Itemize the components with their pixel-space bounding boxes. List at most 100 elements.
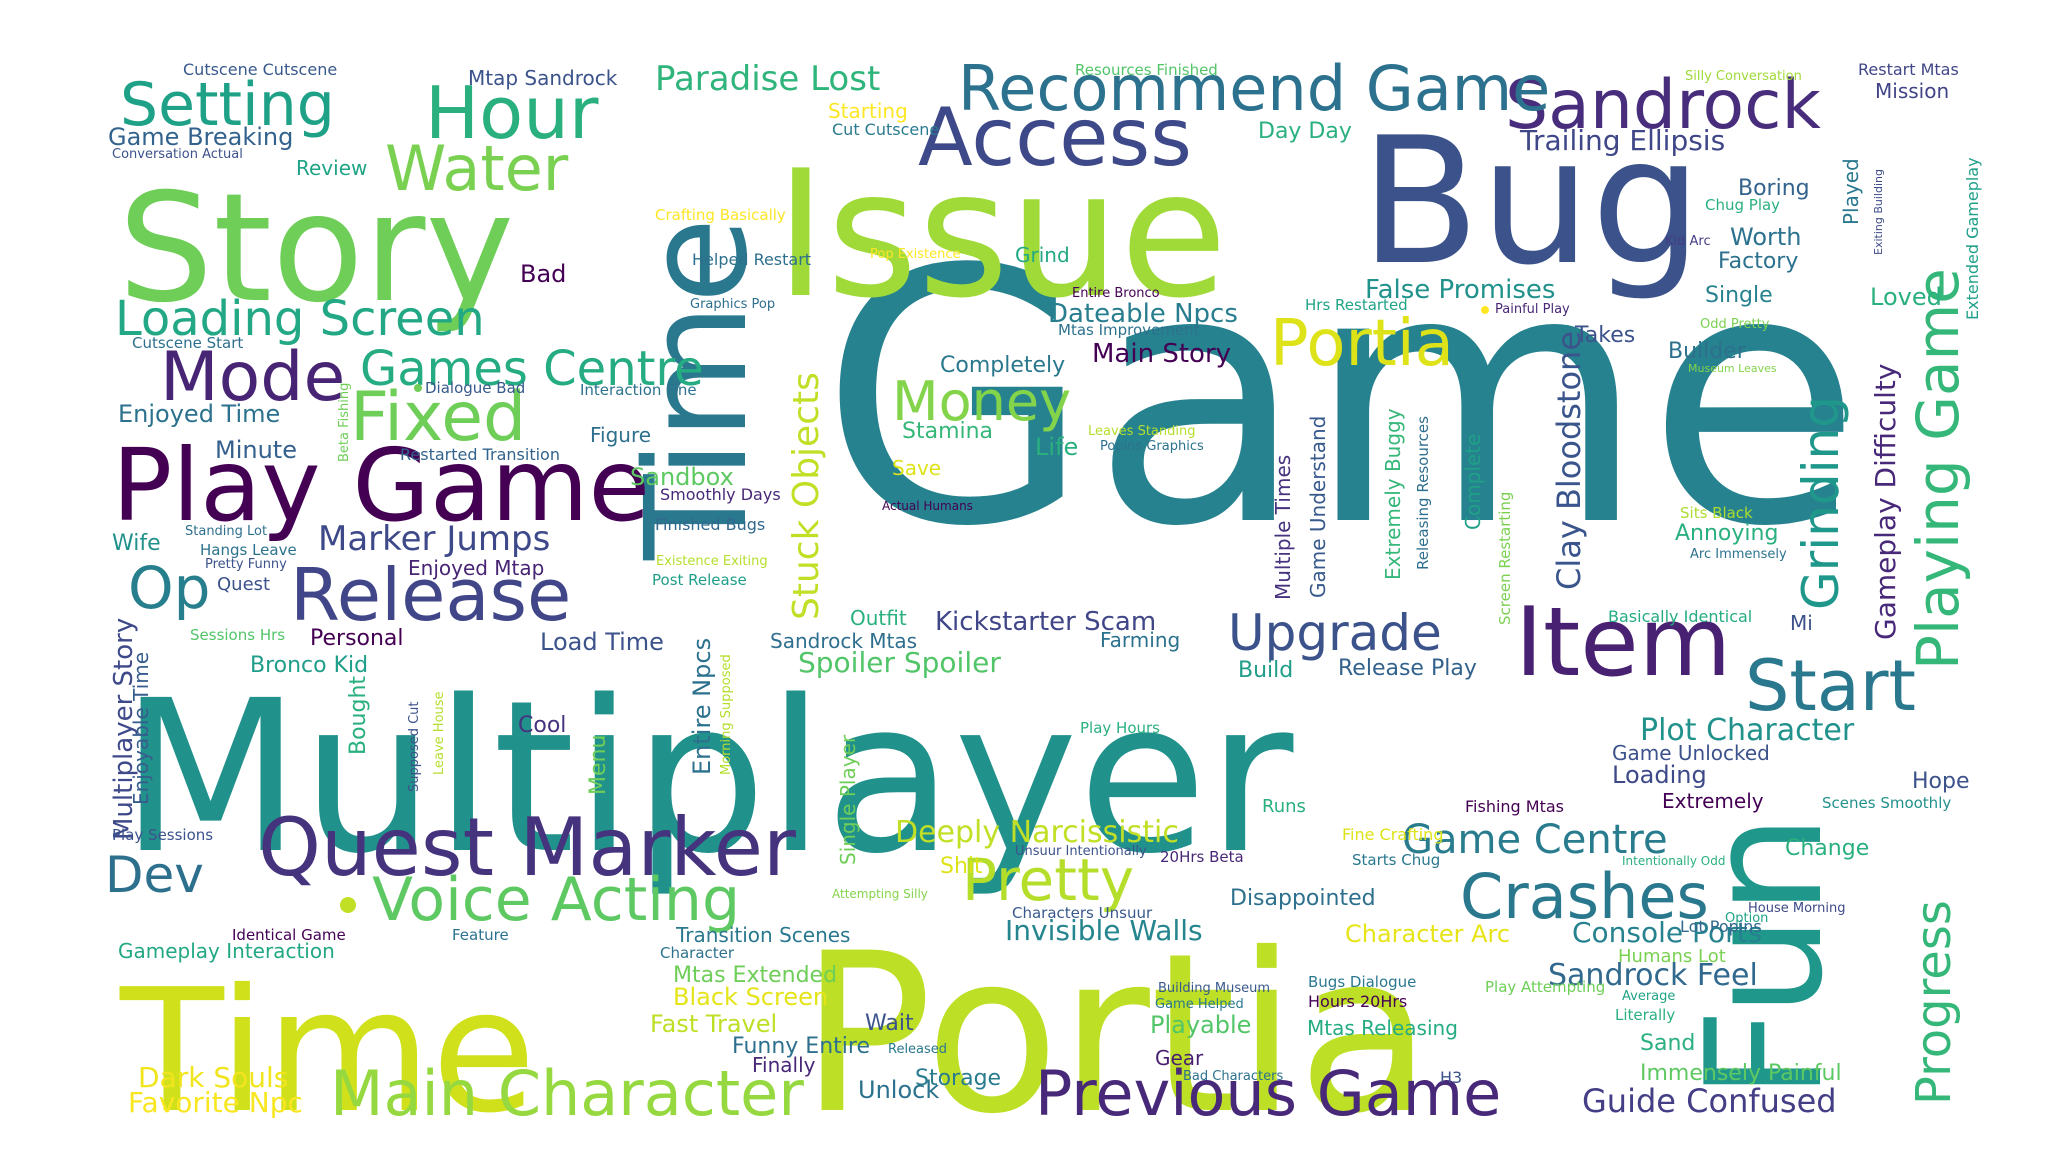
- word: Humans Lot: [1618, 946, 1726, 967]
- word: Play Attempting: [1485, 978, 1605, 996]
- word: Finally: [752, 1053, 816, 1077]
- word: Pop Existence: [870, 247, 961, 262]
- word: Main Character: [330, 1057, 804, 1130]
- word: Dialogue Bad: [425, 379, 525, 397]
- word: Option: [1725, 911, 1768, 926]
- word: Characters Unsuur: [1012, 904, 1153, 922]
- word: Change: [1785, 836, 1869, 861]
- word: Mission: [1875, 79, 1949, 103]
- word: Recommend Game: [958, 52, 1550, 125]
- word: Time: [119, 953, 536, 1151]
- word: Build: [1238, 658, 1293, 683]
- word: Invisible Walls: [1005, 914, 1203, 947]
- word: Start: [1745, 645, 1916, 727]
- word: Marker Jumps: [318, 519, 550, 559]
- word: Favorite Npc: [128, 1086, 303, 1119]
- word: H3: [1440, 1068, 1462, 1087]
- word: Bug: [1360, 101, 1702, 304]
- word: Bronco Kid: [250, 653, 368, 678]
- word: Kid Arc: [1665, 234, 1711, 249]
- word: Played: [1839, 158, 1863, 225]
- dot-decoration: [1481, 306, 1489, 314]
- word: Extremely Buggy: [1381, 408, 1405, 580]
- word: Game Understand: [1306, 416, 1330, 598]
- word: Painful Play: [1495, 302, 1570, 317]
- word: Story: [118, 162, 514, 336]
- word: Worth: [1730, 223, 1802, 251]
- word: Average: [1622, 989, 1675, 1004]
- word: Restarted Transition: [400, 445, 560, 464]
- word: Boring: [1738, 176, 1810, 201]
- word: Literally: [1615, 1006, 1675, 1024]
- word: Dark Souls: [138, 1061, 288, 1094]
- word: Fishing Mtas: [1465, 797, 1564, 816]
- word: Loading: [1612, 761, 1707, 789]
- word: Complete: [1461, 434, 1485, 530]
- word: Personal: [310, 626, 404, 651]
- word: 20Hrs Beta: [1160, 848, 1244, 866]
- word: Spoiler Spoiler: [798, 646, 1001, 679]
- dot-decoration: [340, 897, 356, 913]
- word: Plot Character: [1640, 713, 1855, 748]
- word: Extended Gameplay: [1963, 157, 1982, 320]
- word: Pretty: [962, 846, 1134, 914]
- word: Portia: [1270, 307, 1454, 381]
- word: Sessions Hrs: [190, 626, 285, 644]
- word: Time: [616, 217, 779, 561]
- word: Trailing Ellipsis: [1519, 124, 1725, 157]
- word: Hope: [1912, 769, 1970, 794]
- word: Chug Play: [1705, 196, 1780, 214]
- word: Upgrade: [1228, 604, 1442, 662]
- word: Gameplay Difficulty: [1869, 364, 1902, 640]
- word: Day Day: [1258, 119, 1352, 144]
- word: Unsuur Intentionally: [1015, 844, 1147, 859]
- word: Playable: [1150, 1011, 1251, 1039]
- word: Stamina: [902, 419, 993, 444]
- word: Interaction Fine: [580, 381, 697, 399]
- word: Crashes: [1460, 860, 1709, 933]
- word: Starting: [828, 99, 908, 123]
- word: Save: [892, 456, 941, 480]
- word: Odd Pretty: [1700, 317, 1770, 332]
- word: Unlock: [858, 1076, 939, 1104]
- word: Deeply Narcissistic: [895, 815, 1179, 850]
- word: Morning Supposed: [719, 654, 734, 775]
- word: Game: [820, 195, 1862, 603]
- word: Starts Chug: [1352, 851, 1440, 869]
- word: Single: [1705, 283, 1773, 308]
- word: Immensely Painful: [1640, 1061, 1842, 1086]
- word: Wife: [112, 531, 161, 556]
- word: Grind: [1015, 243, 1070, 267]
- word: Fine Crafting: [1342, 825, 1443, 844]
- word: Graphics Pop: [690, 297, 775, 312]
- word: Completely: [940, 353, 1065, 378]
- word: Loading Screen: [115, 291, 485, 347]
- word: Cutscene Cutscene: [183, 60, 337, 79]
- word: Mtas Extended: [673, 963, 837, 988]
- word: Minute: [215, 436, 297, 464]
- word: Character: [660, 944, 735, 962]
- word: Entire Npcs: [688, 638, 716, 775]
- word: Basically Identical: [1608, 607, 1752, 626]
- word: Water: [385, 132, 569, 205]
- word: Museum Leaves: [1688, 362, 1777, 375]
- word: Annoying: [1675, 521, 1778, 546]
- word: Helped Restart: [692, 250, 811, 269]
- word: Bad Characters: [1183, 1069, 1283, 1084]
- word: Game Breaking: [108, 123, 293, 151]
- word: House Morning: [1748, 901, 1846, 916]
- word: Quest: [217, 574, 270, 595]
- word: Load Time: [540, 628, 664, 656]
- word: Game Centre: [1402, 817, 1668, 863]
- word: Game Helped: [1155, 997, 1244, 1012]
- word: Intentionally Odd: [1622, 854, 1725, 868]
- word: Paradise Lost: [655, 59, 880, 99]
- word: Conversation Actual: [112, 147, 243, 162]
- word: Gear: [1155, 1046, 1204, 1070]
- word: Sandrock: [1505, 66, 1822, 145]
- word: Grinding: [1792, 396, 1850, 610]
- word: Silly Conversation: [1685, 69, 1802, 84]
- word: Mode: [160, 338, 345, 417]
- word: Popins Graphics: [1100, 439, 1204, 454]
- word: Building Museum: [1158, 981, 1270, 996]
